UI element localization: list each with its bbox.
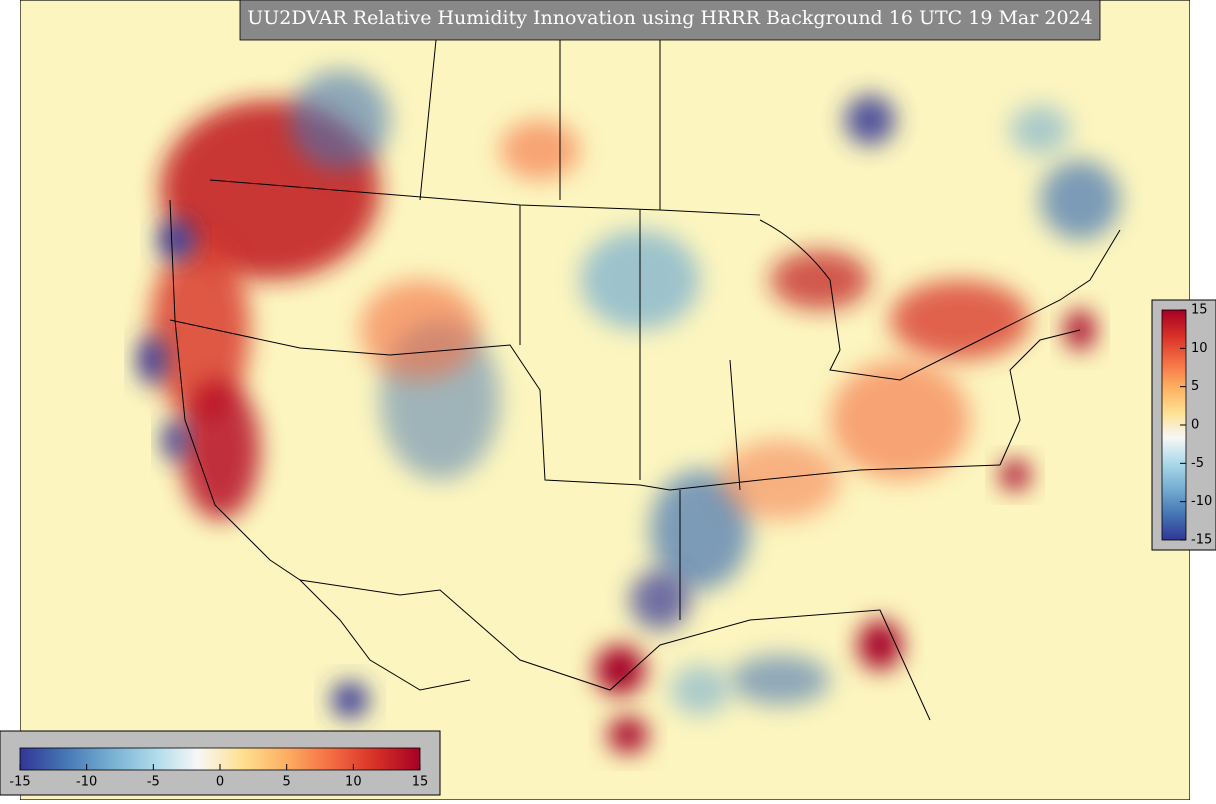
map bbox=[20, 0, 1190, 800]
colorbar-vertical: -15 -10 -5 0 5 10 15 bbox=[1151, 299, 1216, 551]
tick-label: -15 bbox=[1191, 533, 1212, 548]
tick-label: -10 bbox=[76, 775, 97, 790]
tick-label: 5 bbox=[283, 775, 291, 790]
boundaries bbox=[169, 0, 1121, 721]
tick-label: 5 bbox=[1191, 379, 1199, 394]
colorbar-horizontal: -15 -10 -5 0 5 10 15 bbox=[0, 730, 441, 796]
tick-label: 15 bbox=[1191, 303, 1208, 318]
tick-label: -15 bbox=[9, 775, 30, 790]
tick-label: 10 bbox=[1191, 341, 1208, 356]
humidity-field bbox=[138, 70, 1120, 753]
tick-label: 0 bbox=[1191, 418, 1199, 433]
tick-label: -5 bbox=[1191, 456, 1204, 471]
tick-label: -10 bbox=[1191, 494, 1212, 509]
title-box bbox=[239, 0, 1101, 41]
tick-label: 10 bbox=[345, 775, 362, 790]
tick-label: -5 bbox=[147, 775, 160, 790]
title: UU2DVAR Relative Humidity Innovation usi… bbox=[247, 7, 1092, 29]
tick-label: 0 bbox=[216, 775, 224, 790]
tick-label: 15 bbox=[412, 775, 429, 790]
